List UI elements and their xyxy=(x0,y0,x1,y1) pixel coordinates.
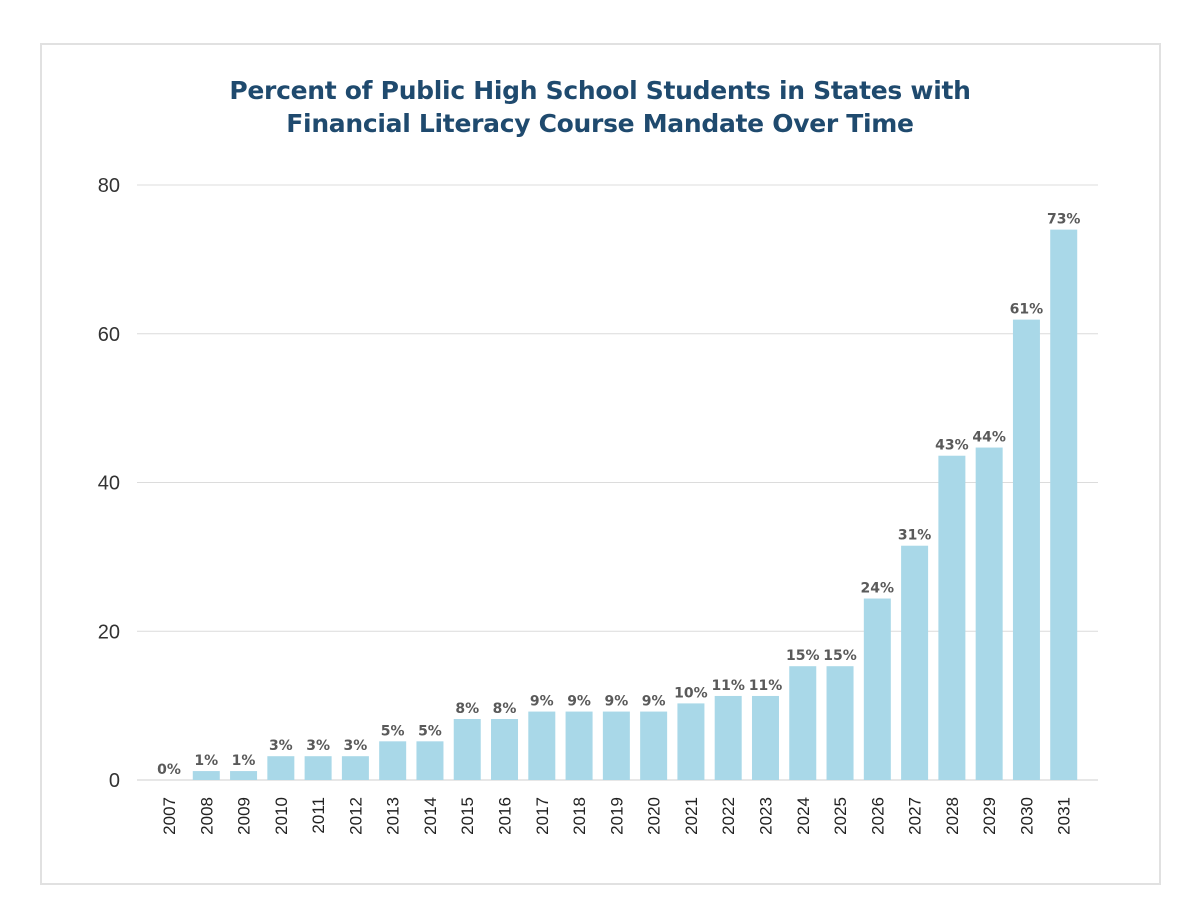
x-tick-label: 2030 xyxy=(1017,797,1036,835)
data-label: 15% xyxy=(823,648,857,664)
bar-2022 xyxy=(714,695,742,780)
data-label: 1% xyxy=(194,753,218,769)
data-label: 0% xyxy=(157,762,181,778)
bar-2018 xyxy=(565,711,593,780)
bar-2028 xyxy=(938,455,966,780)
x-tick-label: 2018 xyxy=(570,797,589,835)
x-tick-label: 2026 xyxy=(868,797,887,835)
data-label: 3% xyxy=(269,738,293,754)
data-label: 24% xyxy=(861,581,895,597)
bar-2029 xyxy=(975,447,1003,780)
bar-2020 xyxy=(640,711,668,780)
x-tick-label: 2022 xyxy=(719,797,738,835)
bar-2013 xyxy=(379,741,407,780)
bar-2011 xyxy=(304,756,332,780)
data-label: 43% xyxy=(935,438,969,454)
data-label: 5% xyxy=(381,723,405,739)
bar-2008 xyxy=(192,771,220,780)
x-tick-label: 2015 xyxy=(458,797,477,835)
bar-2015 xyxy=(453,719,481,780)
y-tick-label: 20 xyxy=(98,621,120,643)
bar-2026 xyxy=(863,598,891,780)
x-tick-label: 2020 xyxy=(645,797,664,835)
chart-title-line-2: Financial Literacy Course Mandate Over T… xyxy=(286,109,914,138)
bar-2012 xyxy=(341,756,369,780)
bar-2030 xyxy=(1012,319,1040,780)
data-label: 5% xyxy=(418,723,442,739)
x-tick-label: 2029 xyxy=(980,797,999,835)
x-tick-label: 2013 xyxy=(384,797,403,835)
chart-title: Percent of Public High School Students i… xyxy=(0,74,1200,140)
bar-2017 xyxy=(528,711,556,780)
data-label: 73% xyxy=(1047,212,1081,228)
x-tick-label: 2024 xyxy=(794,797,813,835)
data-label: 9% xyxy=(642,694,666,710)
bar-2014 xyxy=(416,741,444,780)
data-label: 31% xyxy=(898,528,932,544)
x-tick-label: 2007 xyxy=(160,797,179,835)
x-tick-label: 2010 xyxy=(272,797,291,835)
data-label: 3% xyxy=(306,738,330,754)
x-tick-label: 2021 xyxy=(682,797,701,835)
x-tick-label: 2027 xyxy=(906,797,925,835)
x-tick-label: 2031 xyxy=(1055,797,1074,835)
y-tick-label: 80 xyxy=(98,175,120,197)
bar-2025 xyxy=(826,666,854,780)
x-tick-label: 2028 xyxy=(943,797,962,835)
chart-frame xyxy=(40,43,1161,885)
data-label: 8% xyxy=(455,701,479,717)
x-tick-label: 2008 xyxy=(197,797,216,835)
data-label: 9% xyxy=(530,694,554,710)
data-label: 9% xyxy=(567,694,591,710)
data-label: 61% xyxy=(1010,302,1044,318)
x-tick-label: 2009 xyxy=(235,797,254,835)
x-tick-label: 2014 xyxy=(421,797,440,835)
bar-2024 xyxy=(789,666,817,780)
data-label: 10% xyxy=(674,685,708,701)
x-tick-label: 2016 xyxy=(496,797,515,835)
data-label: 11% xyxy=(749,678,783,694)
y-tick-label: 60 xyxy=(98,324,120,346)
bar-2027 xyxy=(901,545,929,780)
bar-2010 xyxy=(267,756,295,780)
data-label: 44% xyxy=(972,430,1006,446)
x-tick-label: 2017 xyxy=(533,797,552,835)
bar-2009 xyxy=(230,771,258,780)
x-tick-label: 2011 xyxy=(309,797,328,834)
data-label: 8% xyxy=(493,701,517,717)
y-tick-label: 40 xyxy=(98,473,120,495)
x-tick-label: 2025 xyxy=(831,797,850,835)
bar-2031 xyxy=(1050,229,1078,780)
x-tick-label: 2019 xyxy=(607,797,626,835)
chart-title-line-1: Percent of Public High School Students i… xyxy=(229,76,971,105)
bar-2019 xyxy=(602,711,630,780)
bar-2023 xyxy=(751,695,779,780)
data-label: 1% xyxy=(232,753,256,769)
data-label: 11% xyxy=(711,678,745,694)
data-label: 15% xyxy=(786,648,820,664)
x-tick-label: 2023 xyxy=(756,797,775,835)
data-label: 9% xyxy=(604,694,628,710)
bar-2016 xyxy=(491,719,519,780)
bar-2021 xyxy=(677,703,705,780)
x-tick-label: 2012 xyxy=(346,797,365,835)
y-tick-label: 0 xyxy=(109,770,120,792)
data-label: 3% xyxy=(344,738,368,754)
